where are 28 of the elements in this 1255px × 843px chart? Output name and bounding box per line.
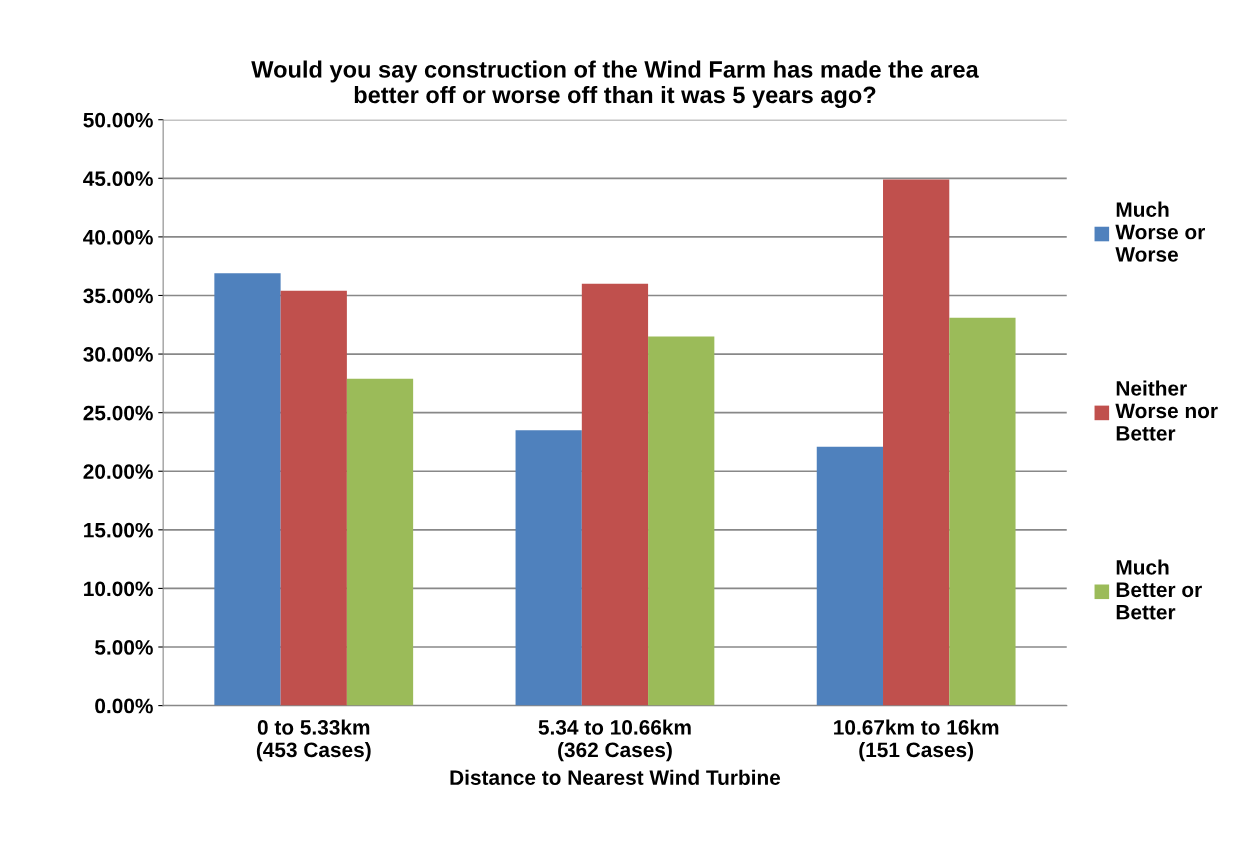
bar bbox=[515, 430, 582, 706]
y-tick-label: 30.00% bbox=[83, 347, 153, 362]
bar bbox=[648, 336, 715, 706]
x-tick-label: 5.34 to 10.66km (362 Cases) bbox=[538, 719, 691, 762]
x-axis-title: Distance to Nearest Wind Turbine bbox=[450, 769, 781, 785]
y-tick-label: 45.00% bbox=[83, 171, 153, 187]
y-tick-label: 15.00% bbox=[84, 522, 153, 538]
legend-label: Much Worse or Worse bbox=[1115, 201, 1205, 262]
bar bbox=[883, 179, 950, 706]
bar bbox=[949, 317, 1016, 706]
y-tick-label: 25.00% bbox=[83, 405, 153, 421]
x-tick-label: 0 to 5.33km (453 Cases) bbox=[256, 719, 371, 762]
x-tick-label: 10.67km to 16km (151 Cases) bbox=[834, 719, 999, 762]
y-tick-label: 35.00% bbox=[83, 288, 153, 304]
y-tick-label: 0.00% bbox=[95, 698, 153, 714]
y-tick-label: 40.00% bbox=[83, 229, 153, 245]
bar bbox=[346, 378, 414, 706]
y-tick-label: 20.00% bbox=[83, 464, 153, 479]
bar bbox=[214, 273, 281, 706]
bar bbox=[280, 290, 347, 706]
bar bbox=[816, 446, 884, 706]
y-tick-label: 50.00% bbox=[83, 112, 153, 128]
chart-title: Would you say construction of the Wind Farm has made the area better off or worse off than it was 5 years ago? bbox=[251, 60, 979, 109]
bar bbox=[581, 283, 649, 706]
y-tick-label: 10.00% bbox=[84, 581, 153, 597]
legend-label: Much Better or Better bbox=[1116, 559, 1202, 620]
legend-label: Neither Worse nor Better bbox=[1115, 380, 1218, 441]
y-tick-label: 5.00% bbox=[95, 640, 153, 655]
